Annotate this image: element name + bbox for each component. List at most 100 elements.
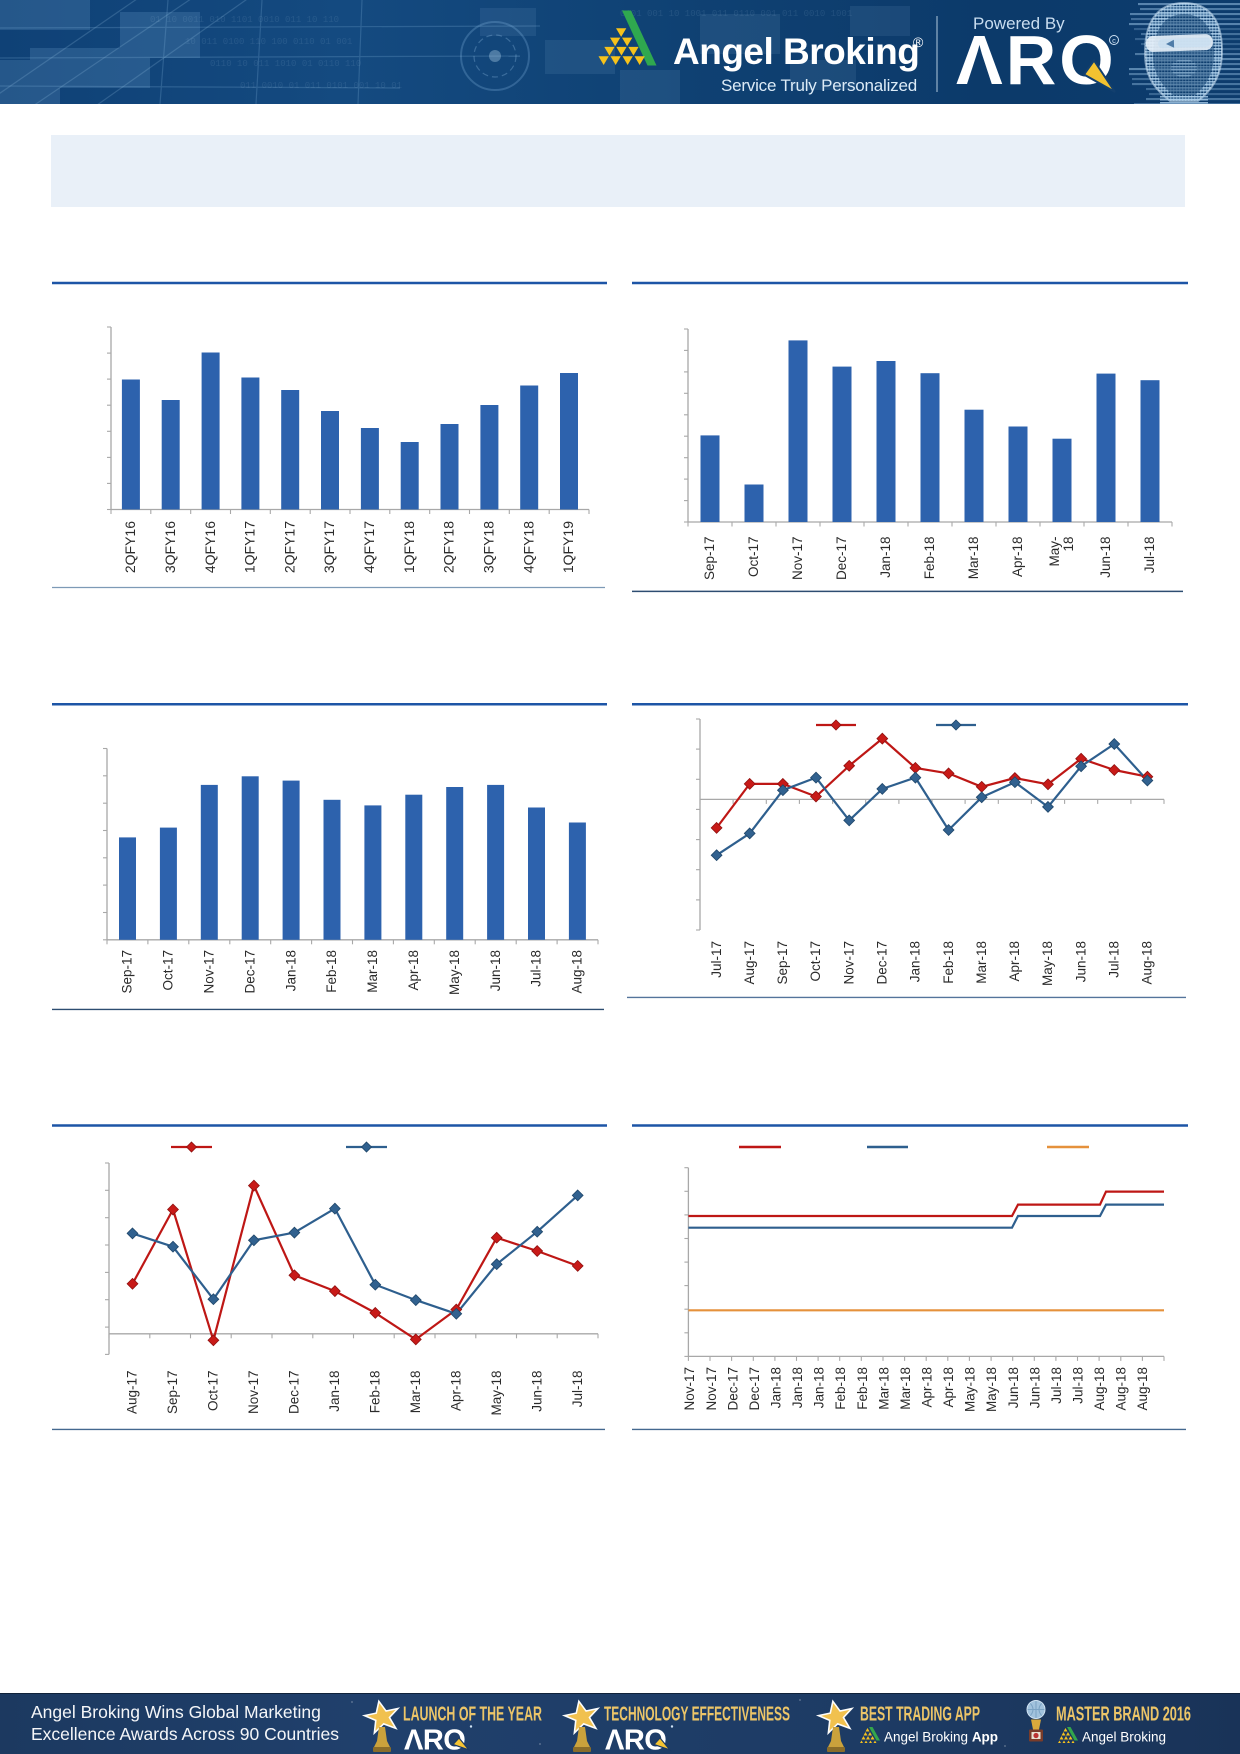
svg-text:Feb-18: Feb-18 [941,941,956,984]
svg-text:011 0010 01 011 0101 001 10 01: 011 0010 01 011 0101 001 10 01 [240,81,402,91]
svg-text:Jul-18: Jul-18 [529,950,544,987]
svg-text:Nov-17: Nov-17 [841,941,856,985]
svg-text:0110 10 011 1010 01 0110 110: 0110 10 011 1010 01 0110 110 [210,59,361,69]
svg-text:Dec-17: Dec-17 [725,1367,740,1411]
svg-text:Jul-18: Jul-18 [570,1371,585,1408]
svg-text:Mar-18: Mar-18 [365,950,380,993]
svg-text:Dec-17: Dec-17 [834,537,849,581]
svg-text:®: ® [913,34,924,50]
svg-text:c: c [1112,36,1116,45]
svg-text:Apr-18: Apr-18 [449,1371,464,1412]
svg-text:May-18: May-18 [447,950,462,995]
svg-text:2QFY17: 2QFY17 [281,521,297,573]
svg-text:3QFY17: 3QFY17 [321,521,337,573]
svg-text:Angel Broking App: Angel Broking App [884,1729,998,1744]
svg-text:LAUNCH OF THE YEAR: LAUNCH OF THE YEAR [403,1703,542,1725]
svg-text:ΛRO: ΛRO [605,1724,666,1754]
svg-text:0101 001 10 1001 011 0110 001: 0101 001 10 1001 011 0110 001 011 0010 1… [620,9,852,19]
svg-text:Jun-18: Jun-18 [529,1371,544,1412]
svg-text:Mar-18: Mar-18 [966,537,981,580]
svg-text:Jul-18: Jul-18 [1142,537,1157,574]
svg-text:2QFY16: 2QFY16 [122,521,138,573]
svg-text:Jul-18: Jul-18 [1107,941,1122,978]
svg-text:01 10 0011 010 1101 0010 011 1: 01 10 0011 010 1101 0010 011 10 110 [150,15,339,25]
svg-text:Jan-18: Jan-18 [283,950,298,991]
svg-text:Jan-18: Jan-18 [908,941,923,982]
svg-text:1QFY18: 1QFY18 [401,521,417,573]
svg-text:Aug-18: Aug-18 [1114,1367,1129,1411]
svg-text:Aug-17: Aug-17 [125,1371,140,1415]
svg-text:Mar-18: Mar-18 [876,1367,891,1410]
svg-text:Dec-17: Dec-17 [242,950,257,994]
svg-text:10 011 0100 110 100 0110 01 00: 10 011 0100 110 100 0110 01 001 [185,37,352,47]
svg-text:2QFY18: 2QFY18 [441,521,457,573]
svg-text:Feb-18: Feb-18 [368,1371,383,1414]
svg-text:Oct-17: Oct-17 [808,941,823,982]
svg-text:Dec-17: Dec-17 [875,941,890,985]
svg-text:Powered By: Powered By [973,14,1065,33]
svg-text:Feb-18: Feb-18 [324,950,339,993]
svg-text:Angel Broking: Angel Broking [673,31,919,72]
svg-text:TECHNOLOGY EFFECTIVENESS: TECHNOLOGY EFFECTIVENESS [604,1703,790,1725]
svg-text:Dec-17: Dec-17 [747,1367,762,1411]
svg-text:Aug-18: Aug-18 [570,950,585,994]
svg-text:4QFY16: 4QFY16 [202,521,218,573]
svg-text:Mar-18: Mar-18 [408,1371,423,1414]
svg-text:Apr-18: Apr-18 [1010,536,1025,577]
svg-text:Sep-17: Sep-17 [775,941,790,985]
svg-text:Jun-18: Jun-18 [1098,537,1113,578]
svg-text:Sep-17: Sep-17 [165,1371,180,1415]
svg-text:Mar-18: Mar-18 [898,1367,913,1410]
svg-text:Jun-18: Jun-18 [488,950,503,991]
svg-text:May-18: May-18 [489,1371,504,1416]
svg-text:Apr-18: Apr-18 [920,1367,935,1408]
svg-text:Feb-18: Feb-18 [922,537,937,580]
svg-text:Feb-18: Feb-18 [855,1367,870,1410]
svg-text:Service Truly Personalized: Service Truly Personalized [721,76,917,95]
svg-text:Jul-18: Jul-18 [1049,1367,1064,1404]
svg-text:MASTER BRAND 2016: MASTER BRAND 2016 [1056,1703,1191,1725]
svg-text:Nov-17: Nov-17 [704,1367,719,1411]
svg-text:Angel Broking: Angel Broking [1082,1729,1166,1744]
svg-text:Angel Broking Wins Global Mark: Angel Broking Wins Global Marketing [31,1702,321,1722]
svg-text:Jun-18: Jun-18 [1073,941,1088,982]
svg-text:Oct-17: Oct-17 [746,537,761,578]
svg-text:May-18: May-18 [963,1367,978,1412]
svg-text:May-18: May-18 [1040,941,1055,986]
svg-text:Dec-17: Dec-17 [287,1371,302,1415]
svg-text:18: 18 [1061,537,1076,552]
svg-text:4QFY17: 4QFY17 [361,521,377,573]
svg-text:Aug-17: Aug-17 [742,941,757,985]
svg-text:Apr-18: Apr-18 [1007,941,1022,982]
svg-text:1QFY17: 1QFY17 [242,521,258,573]
svg-text:Nov-17: Nov-17 [246,1371,261,1415]
svg-text:Sep-17: Sep-17 [120,950,135,994]
svg-text:Jun-18: Jun-18 [1027,1367,1042,1408]
svg-text:Mar-18: Mar-18 [974,941,989,984]
svg-text:Jan-18: Jan-18 [878,537,893,578]
svg-text:Jul-18: Jul-18 [1071,1367,1086,1404]
svg-text:Jan-18: Jan-18 [769,1367,784,1408]
svg-text:Aug-18: Aug-18 [1140,941,1155,985]
svg-text:1QFY19: 1QFY19 [560,521,576,573]
svg-text:Nov-17: Nov-17 [682,1367,697,1411]
svg-text:Oct-17: Oct-17 [206,1371,221,1412]
svg-text:Nov-17: Nov-17 [790,537,805,581]
svg-text:4QFY18: 4QFY18 [520,521,536,573]
svg-text:Jun-18: Jun-18 [1006,1367,1021,1408]
svg-text:ΛRO: ΛRO [956,21,1117,99]
svg-text:Jul-17: Jul-17 [709,941,724,978]
svg-text:Apr-18: Apr-18 [406,950,421,991]
svg-text:3QFY16: 3QFY16 [162,521,178,573]
svg-text:Aug-18: Aug-18 [1092,1367,1107,1411]
svg-text:Jan-18: Jan-18 [812,1367,827,1408]
svg-text:Jan-18: Jan-18 [327,1371,342,1412]
svg-text:Sep-17: Sep-17 [702,537,717,581]
svg-text:Excellence Awards Across 90 Co: Excellence Awards Across 90 Countries [31,1724,339,1744]
svg-text:May-18: May-18 [984,1367,999,1412]
svg-text:ΛRO: ΛRO [404,1724,465,1754]
svg-text:Feb-18: Feb-18 [833,1367,848,1410]
svg-text:3QFY18: 3QFY18 [481,521,497,573]
svg-text:May-: May- [1047,537,1062,567]
svg-text:Oct-17: Oct-17 [161,950,176,991]
